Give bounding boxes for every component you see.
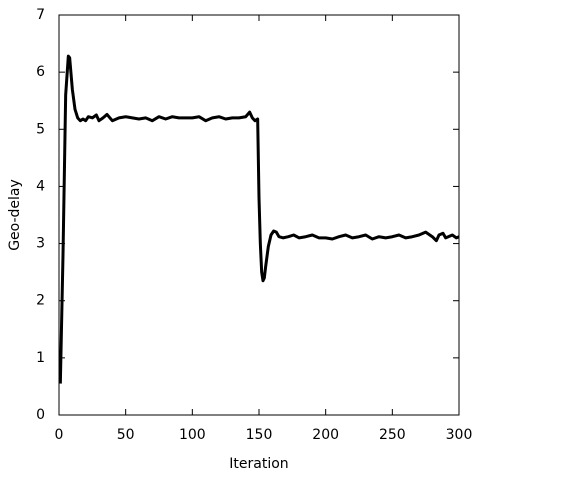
x-axis-label: Iteration <box>229 456 288 472</box>
x-tick-label: 100 <box>179 427 206 443</box>
x-tick-label: 200 <box>312 427 339 443</box>
y-tick-label: 5 <box>36 121 45 137</box>
x-tick-label: 0 <box>55 427 64 443</box>
x-tick-label: 150 <box>246 427 273 443</box>
x-tick-label: 50 <box>117 427 135 443</box>
x-tick-label: 300 <box>446 427 473 443</box>
data-line <box>58 54 460 384</box>
y-tick-label: 2 <box>36 293 45 309</box>
x-tick-label: 250 <box>379 427 406 443</box>
y-tick-label: 0 <box>36 407 45 423</box>
y-tick-label: 6 <box>36 64 45 80</box>
y-tick-label: 3 <box>36 236 45 252</box>
y-tick-label: 4 <box>36 178 45 194</box>
y-tick-label: 7 <box>36 7 45 23</box>
y-tick-label: 1 <box>36 350 45 366</box>
y-axis-label: Geo-delay <box>7 179 23 251</box>
